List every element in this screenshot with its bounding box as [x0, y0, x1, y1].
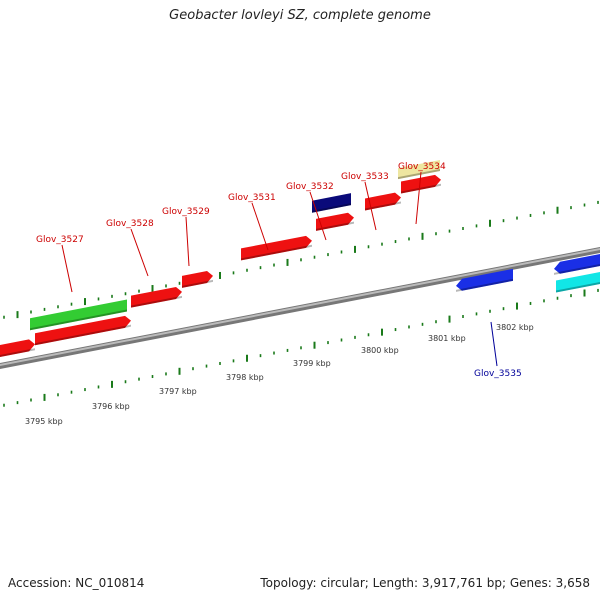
gene-label: Glov_3532 — [286, 182, 334, 192]
feature-red-body — [0, 339, 35, 357]
gene-label: Glov_3534 — [398, 162, 446, 172]
feature-blue — [456, 268, 513, 292]
feature-yellow-body — [398, 159, 440, 180]
gene-label: Glov_3528 — [106, 219, 154, 229]
kbp-label: 3796 kbp — [92, 402, 130, 411]
kbp-label: 3800 kbp — [361, 346, 399, 355]
feature-red — [182, 270, 213, 288]
feature-red-body — [401, 174, 441, 194]
kbp-label: 3802 kbp — [496, 323, 534, 332]
genome-stats-text: Topology: circular; Length: 3,917,761 bp… — [260, 576, 590, 590]
feature-red — [365, 192, 401, 211]
feature-red — [401, 174, 441, 194]
feature-green-body — [30, 299, 127, 331]
label-leader-line — [185, 216, 190, 267]
label-leader-line — [130, 228, 149, 277]
genome-backbone-highlight — [0, 248, 600, 366]
feature-green-shade — [30, 309, 127, 331]
feature-cyan-body — [556, 272, 600, 293]
feature-red-shade — [182, 279, 213, 288]
label-leader-line — [415, 171, 422, 225]
kbp-label: 3797 kbp — [159, 387, 197, 396]
gene-label: Glov_3527 — [36, 235, 84, 245]
feature-navy — [312, 193, 351, 213]
feature-red — [35, 315, 131, 346]
feature-red-body — [182, 270, 213, 288]
kbp-label: 3799 kbp — [293, 359, 331, 368]
gene-label: Glov_3535 — [474, 369, 522, 379]
feature-red-shade — [35, 324, 131, 346]
feature-red-body — [241, 235, 312, 261]
gene-label: Glov_3533 — [341, 172, 389, 182]
label-leader-line — [251, 202, 269, 251]
bottom-tick-track — [3, 288, 599, 407]
feature-track — [0, 159, 600, 357]
feature-red — [241, 235, 312, 261]
kbp-label: 3795 kbp — [25, 417, 63, 426]
feature-blue-body — [554, 254, 600, 274]
label-leader-line — [61, 244, 73, 293]
label-leader-line — [309, 191, 327, 241]
map-title: Geobacter lovleyi SZ, complete genome — [169, 8, 431, 23]
feature-red-shade — [316, 221, 354, 231]
feature-blue-shade — [456, 278, 513, 292]
feature-red-shade — [131, 295, 182, 308]
feature-navy-shade — [312, 203, 351, 213]
feature-red — [316, 212, 354, 231]
feature-red-shade — [365, 201, 401, 211]
feature-red-shade — [0, 348, 35, 357]
label-leader-line — [490, 321, 498, 367]
accession-text: Accession: NC_010814 — [8, 576, 145, 590]
feature-red-body — [316, 212, 354, 231]
gene-label: Glov_3531 — [228, 193, 276, 203]
feature-blue-shade — [554, 264, 600, 275]
label-leader-lines — [61, 171, 498, 367]
feature-navy-body — [312, 193, 351, 213]
gene-labels: Glov_3527 Glov_3528 Glov_3529 Glov_3531 Glov… — [36, 162, 522, 379]
feature-red-body — [365, 192, 401, 211]
kbp-label: 3798 kbp — [226, 373, 264, 382]
feature-cyan — [556, 272, 600, 293]
feature-green — [30, 299, 127, 331]
feature-red-body — [35, 315, 131, 346]
feature-cyan-shade — [556, 282, 600, 293]
feature-red — [131, 286, 182, 308]
kbp-scale-labels: 3795 kbp 3796 kbp 3797 kbp 3798 kbp 3799 kbp… — [25, 323, 534, 426]
feature-blue — [554, 254, 600, 275]
feature-red-shade — [241, 244, 312, 261]
kbp-label: 3801 kbp — [428, 334, 466, 343]
feature-yellow — [398, 159, 440, 180]
feature-red-body — [131, 286, 182, 308]
feature-red-shade — [401, 183, 441, 194]
label-leader-line — [364, 181, 377, 231]
feature-yellow-shade — [398, 168, 440, 180]
feature-blue-body — [456, 268, 513, 291]
gene-label: Glov_3529 — [162, 207, 210, 217]
feature-red — [0, 339, 35, 357]
top-tick-track — [3, 200, 599, 319]
